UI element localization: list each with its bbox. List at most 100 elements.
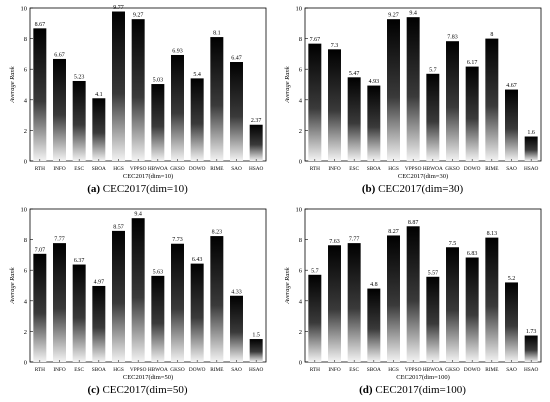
bar	[151, 275, 165, 362]
bar	[524, 335, 538, 362]
plot-frame	[304, 7, 542, 162]
caption-b: (b) CEC2017(dim=30)	[275, 183, 550, 195]
bar-value-label: 8.87	[408, 220, 419, 226]
caption-a: (a) CEC2017(dim=10)	[0, 183, 275, 195]
bar	[387, 19, 400, 161]
x-tick-label: RIME	[210, 367, 223, 373]
bar	[33, 28, 47, 161]
x-tick-label: VPPSO	[405, 367, 422, 373]
x-tick-label: SBOA	[367, 166, 381, 172]
bar	[406, 17, 420, 162]
y-tick-label: 2	[299, 329, 302, 336]
x-tick-label: GKSO	[445, 166, 460, 172]
bar	[112, 230, 125, 362]
x-tick-label: SBOA	[367, 367, 381, 373]
x-tick-label: HBWOA	[423, 166, 443, 172]
bar	[112, 11, 125, 162]
bar	[249, 124, 263, 161]
x-axis-label: CEC2017(dim=100)	[396, 374, 450, 381]
chart-panel-a: 0 2 4 6 8 10 Average Rank 8.67 RTH 6.67 INFO 5.23 ES…	[0, 0, 275, 201]
bar	[426, 276, 440, 362]
bar-value-label: 4.93	[369, 79, 380, 85]
x-tick-label: HSAO	[249, 166, 264, 172]
bar	[328, 49, 341, 162]
y-tick-label: 8	[24, 237, 27, 244]
bar-chart-c: 0 2 4 6 8 10 Average Rank 7.07 RTH 7.77 INFO 6.37 ES…	[9, 207, 267, 381]
caption-tag: (a)	[87, 183, 101, 195]
caption-tag: (c)	[87, 384, 100, 396]
x-tick-label: DOWO	[189, 367, 206, 373]
bar-value-label: 7.83	[447, 35, 458, 41]
x-axis-label: CEC2017(dim=10)	[123, 173, 173, 180]
y-tick-label: 2	[24, 329, 27, 336]
x-tick-label: RTH	[310, 367, 320, 373]
y-axis-label: Average Rank	[284, 267, 291, 304]
x-tick-label: INFO	[328, 166, 341, 172]
bar-value-label: 7.07	[35, 247, 46, 253]
bar-value-label: 5.23	[74, 74, 85, 80]
chart-panel-c: 0 2 4 6 8 10 Average Rank 7.07 RTH 7.77 INFO 6.37 ES…	[0, 201, 275, 402]
bar	[406, 226, 420, 362]
y-tick-label: 0	[24, 360, 27, 367]
bar-value-label: 8.23	[212, 230, 223, 236]
y-tick-label: 0	[299, 360, 302, 367]
caption-c: (c) CEC2017(dim=50)	[0, 384, 275, 396]
bar	[92, 98, 106, 161]
bar-value-label: 1.73	[526, 329, 537, 335]
x-tick-label: INFO	[53, 367, 66, 373]
bar	[308, 274, 322, 362]
bar	[53, 58, 66, 161]
bar	[446, 41, 459, 161]
bar	[485, 237, 499, 362]
y-tick-label: 6	[24, 268, 28, 275]
x-axis-label: CEC2017(dim=50)	[123, 374, 173, 381]
x-tick-label: GKSO	[170, 367, 185, 373]
bar-value-label: 9.4	[409, 11, 417, 17]
x-tick-label: HSAO	[524, 166, 539, 172]
x-tick-label: ESC	[349, 367, 359, 373]
y-tick-label: 4	[24, 97, 28, 104]
bar-value-label: 8.27	[388, 229, 399, 235]
caption-text: CEC2017(dim=50)	[102, 384, 188, 396]
bar	[387, 235, 400, 362]
bar	[230, 62, 243, 161]
bar-value-label: 7.3	[331, 43, 339, 49]
bar-value-label: 1.5	[252, 333, 260, 339]
x-tick-label: HGS	[388, 367, 399, 373]
bar	[465, 66, 479, 161]
x-tick-label: RTH	[35, 367, 45, 373]
bar	[367, 288, 381, 362]
x-tick-label: HBWOA	[423, 367, 443, 373]
bar	[72, 80, 86, 161]
bar	[92, 285, 106, 362]
plot-frame	[29, 208, 267, 363]
bar-value-label: 2.37	[251, 118, 262, 124]
bar	[131, 218, 145, 362]
chart-panel-b: 0 2 4 6 8 10 Average Rank 7.67 RTH 7.3 INFO 5.47 ESC…	[275, 0, 550, 201]
x-tick-label: HSAO	[249, 367, 264, 373]
y-tick-label: 6	[24, 67, 28, 74]
caption-text: CEC2017(dim=30)	[378, 183, 464, 195]
bar-value-label: 7.77	[54, 237, 65, 243]
x-tick-label: RIME	[485, 367, 498, 373]
y-tick-label: 8	[299, 36, 302, 43]
bar-value-label: 9.77	[113, 5, 124, 11]
x-tick-label: HSAO	[524, 367, 539, 373]
bar	[347, 77, 361, 161]
x-tick-label: ESC	[349, 166, 359, 172]
bar	[72, 264, 86, 362]
bar	[171, 54, 184, 161]
bar-value-label: 7.5	[449, 241, 457, 247]
bar	[131, 19, 145, 161]
bar-value-label: 8.57	[113, 224, 124, 230]
bar	[53, 243, 66, 362]
bar-value-label: 6.67	[54, 52, 65, 58]
bar	[367, 85, 381, 161]
y-tick-label: 10	[296, 6, 303, 13]
bar-value-label: 6.93	[172, 48, 183, 54]
plot-frame	[29, 7, 267, 162]
y-tick-label: 8	[299, 237, 302, 244]
x-tick-label: ESC	[74, 367, 84, 373]
bar-value-label: 9.4	[134, 212, 142, 218]
y-tick-label: 4	[299, 298, 303, 305]
